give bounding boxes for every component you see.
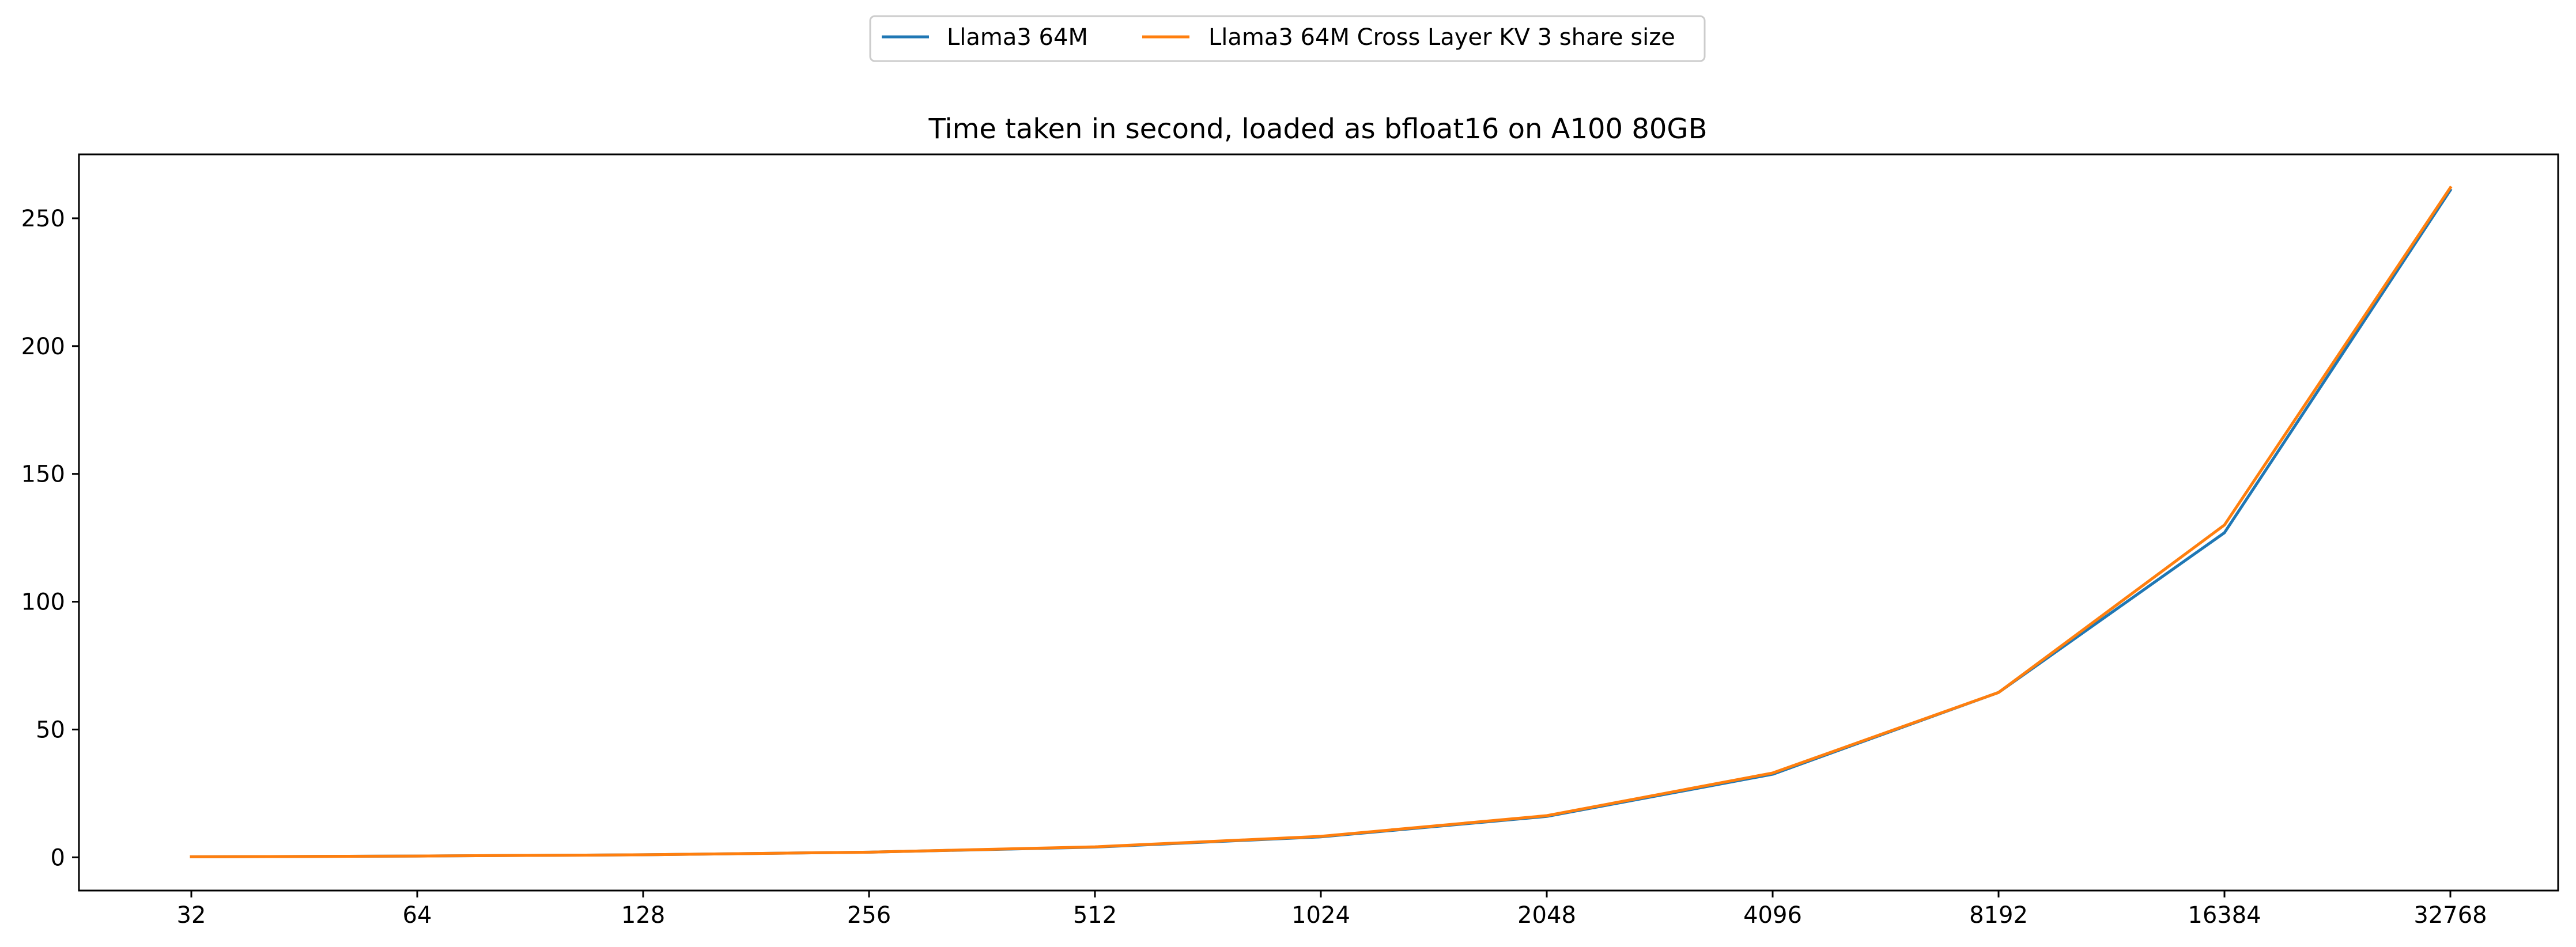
x-tick-label: 16384 bbox=[2188, 902, 2261, 929]
y-tick-label: 200 bbox=[21, 334, 65, 360]
x-axis: 32 64 128 256 512 1024 2048 4096 8192 16384 32768 bbox=[177, 891, 2487, 929]
series-lines bbox=[190, 185, 2453, 858]
x-tick-label: 128 bbox=[621, 902, 665, 929]
x-tick-label: 32 bbox=[177, 902, 206, 929]
y-tick-label: 0 bbox=[51, 844, 65, 871]
x-tick-label: 2048 bbox=[1517, 902, 1576, 929]
x-tick-label: 32768 bbox=[2413, 902, 2487, 929]
x-tick-label: 256 bbox=[847, 902, 891, 929]
y-tick-label: 150 bbox=[21, 461, 65, 488]
series-line-llama3-64m bbox=[190, 188, 2453, 858]
x-tick-label: 512 bbox=[1073, 902, 1117, 929]
legend-label-llama3-64m: Llama3 64M bbox=[947, 24, 1088, 51]
y-tick-label: 50 bbox=[36, 717, 65, 743]
plot-area bbox=[78, 153, 2559, 892]
legend: Llama3 64M Llama3 64M Cross Layer KV 3 s… bbox=[869, 15, 1706, 62]
x-tick-label: 1024 bbox=[1291, 902, 1350, 929]
x-tick-label: 4096 bbox=[1743, 902, 1802, 929]
x-tick-label: 8192 bbox=[1969, 902, 2028, 929]
legend-label-llama3-64m-cross-layer-kv: Llama3 64M Cross Layer KV 3 share size bbox=[1208, 24, 1675, 51]
chart-title: Time taken in second, loaded as bfloat16… bbox=[928, 113, 1707, 145]
series-line-llama3-64m-cross-layer-kv bbox=[190, 185, 2453, 858]
y-tick-label: 100 bbox=[21, 589, 65, 616]
y-axis: 0 50 100 150 200 250 bbox=[21, 206, 79, 871]
y-tick-label: 250 bbox=[21, 206, 65, 232]
x-tick-label: 64 bbox=[403, 902, 432, 929]
legend-box bbox=[869, 15, 1706, 62]
